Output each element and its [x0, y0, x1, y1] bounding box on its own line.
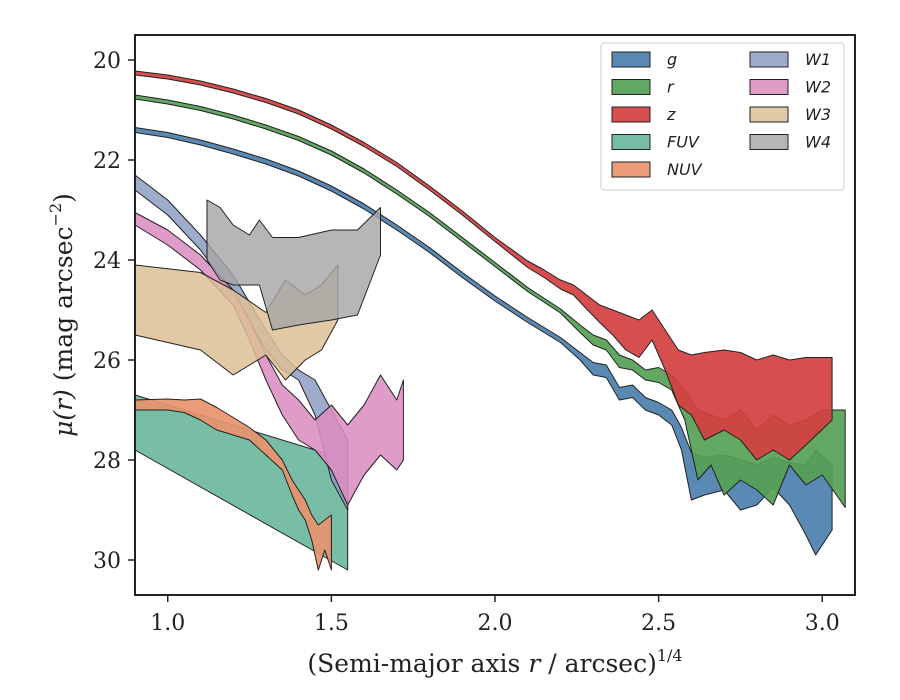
series-band-nuv [134, 398, 332, 571]
y-tick-label: 24 [93, 249, 121, 274]
legend-swatch-w4 [749, 134, 789, 150]
legend-label-w2: W2 [805, 78, 831, 97]
x-tick-label: 3.0 [805, 611, 840, 636]
legend-swatch-w1 [749, 51, 789, 68]
legend-label-z: z [666, 105, 676, 124]
legend: grz FUV NUV W1 W2 W3 W4 [600, 42, 845, 191]
legend-label-r: r [667, 78, 675, 97]
legend-label-nuv: NUV [667, 160, 703, 179]
y-axis-label-sup: −2 [46, 203, 65, 227]
y-axis-label-post: (mag arcsec [49, 226, 78, 389]
y-axis-label-var: μ(r) [49, 389, 78, 437]
legend-swatch-fuv [611, 134, 651, 150]
legend-label-g: g [667, 50, 677, 69]
y-tick-label: 28 [93, 449, 121, 474]
legend-swatch-w2 [749, 79, 789, 95]
series-layer [134, 70, 846, 571]
x-tick-label: 2.0 [478, 611, 513, 636]
legend-label-w3: W3 [805, 105, 831, 124]
legend-label-w4: W4 [805, 133, 831, 152]
series-band-r [134, 94, 846, 508]
legend-label-w1: W1 [805, 50, 831, 69]
series-band-w4 [206, 199, 381, 331]
y-axis-label: μ(r) (mag arcsec−2) [46, 193, 78, 437]
x-axis: 1.0 1.5 2.0 2.5 3.0 [150, 595, 840, 636]
y-tick-label: 22 [93, 149, 121, 174]
legend-swatch-nuv [611, 161, 651, 178]
x-axis-label-var: r [528, 649, 542, 678]
y-tick-label: 26 [93, 349, 121, 374]
x-tick-label: 2.5 [641, 611, 676, 636]
x-tick-label: 1.5 [314, 611, 349, 636]
legend-label-fuv: FUV [667, 133, 700, 152]
legend-swatch-g [611, 51, 651, 68]
legend-swatch-r [611, 79, 651, 95]
x-axis-label-pre: (Semi-major axis [307, 649, 528, 678]
legend-swatch-w3 [749, 106, 789, 123]
x-axis-label-post: / arcsec) [540, 649, 657, 678]
x-axis-label: (Semi-major axis r / arcsec)1/4 [307, 646, 682, 678]
series-band-z [134, 70, 833, 461]
legend-swatch-z [611, 106, 651, 123]
y-tick-label: 30 [93, 549, 121, 574]
x-tick-label: 1.0 [150, 611, 185, 636]
y-axis-label-end: ) [49, 193, 78, 203]
y-axis: 20 22 24 26 28 30 [93, 49, 135, 574]
series-band-g [134, 127, 833, 556]
y-tick-label: 20 [93, 49, 121, 74]
x-axis-label-sup: 1/4 [657, 646, 683, 665]
